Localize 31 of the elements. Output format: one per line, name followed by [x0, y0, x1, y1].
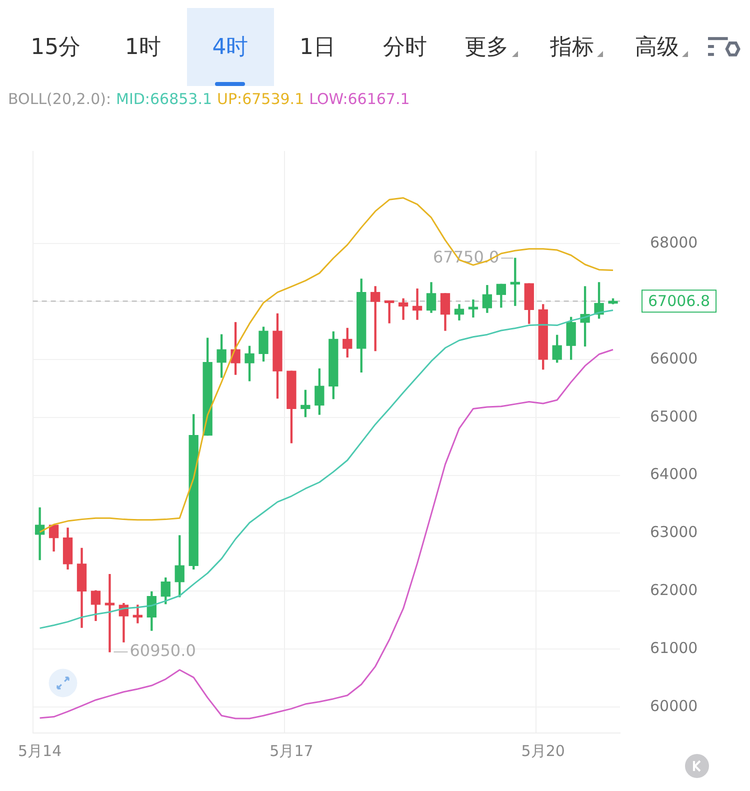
candlestick	[104, 574, 115, 652]
text: 分时	[382, 34, 427, 62]
legend-title: BOLL(20,2.0):	[8, 90, 112, 108]
ref-line-label: 67006.8	[648, 292, 710, 310]
y-tick-label: 62000	[650, 581, 698, 600]
candlestick	[398, 298, 408, 320]
x-tick-label: 5月17	[270, 742, 314, 760]
candlestick	[384, 300, 394, 324]
text: UP:67539.1	[217, 90, 304, 108]
annotation: 60950.0	[130, 641, 196, 660]
text: 指标	[550, 34, 594, 62]
x-tick-label: 5月14	[18, 742, 62, 760]
text: 更多	[464, 34, 509, 62]
y-tick-label: 66000	[650, 349, 698, 368]
text: 1时	[124, 34, 161, 62]
y-tick-label: 65000	[650, 407, 698, 426]
y-tick-label: 61000	[650, 638, 698, 657]
text: 4时	[212, 34, 248, 62]
y-tick-label: 60000	[650, 696, 698, 715]
text: LOW:66167.1	[309, 90, 410, 108]
y-tick-label: 68000	[650, 234, 698, 252]
y-tick-label: 63000	[650, 523, 698, 542]
text: 15分	[30, 34, 81, 62]
text: 1日	[299, 34, 336, 62]
candlestick	[468, 300, 478, 318]
candlestick	[132, 604, 143, 624]
y-tick-label: 64000	[650, 465, 698, 484]
text: MID:66853.1	[116, 90, 212, 108]
x-tick-label: 5月20	[521, 742, 565, 760]
candlestick	[412, 288, 422, 320]
text: 高级	[635, 34, 680, 62]
